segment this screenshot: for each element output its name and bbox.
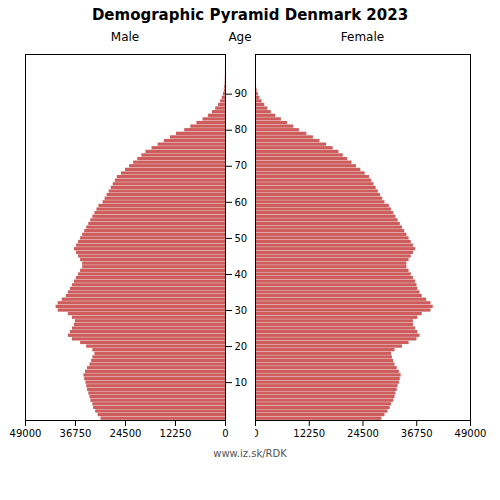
html-text:Demographic Pyramid Denmark 20: Demographic Pyramid Denmark 2023 xyxy=(91,6,409,24)
svg-text:12250: 12250 xyxy=(293,428,325,439)
html-text:Age: Age xyxy=(228,30,252,44)
svg-text:90: 90 xyxy=(235,88,248,99)
svg-text:49000: 49000 xyxy=(455,428,487,439)
html-text:www.iz.sk/RDK: www.iz.sk/RDK xyxy=(213,448,287,459)
svg-text:36750: 36750 xyxy=(60,428,92,439)
svg-text:10: 10 xyxy=(235,377,248,388)
svg-text:50: 50 xyxy=(235,233,248,244)
svg-text:12250: 12250 xyxy=(160,428,192,439)
svg-text:24500: 24500 xyxy=(347,428,379,439)
svg-text:70: 70 xyxy=(235,160,248,171)
svg-text:20: 20 xyxy=(235,341,248,352)
svg-text:24500: 24500 xyxy=(110,428,142,439)
svg-text:36750: 36750 xyxy=(401,428,433,439)
html-text:Male: Male xyxy=(110,30,140,44)
svg-text:30: 30 xyxy=(235,305,248,316)
svg-text:40: 40 xyxy=(235,269,248,280)
svg-text:49000: 49000 xyxy=(10,428,42,439)
svg-text:80: 80 xyxy=(235,124,248,135)
svg-text:60: 60 xyxy=(235,197,248,208)
html-text:Female: Female xyxy=(340,30,385,44)
svg-text:0: 0 xyxy=(222,428,228,439)
svg-text:0: 0 xyxy=(255,428,259,439)
